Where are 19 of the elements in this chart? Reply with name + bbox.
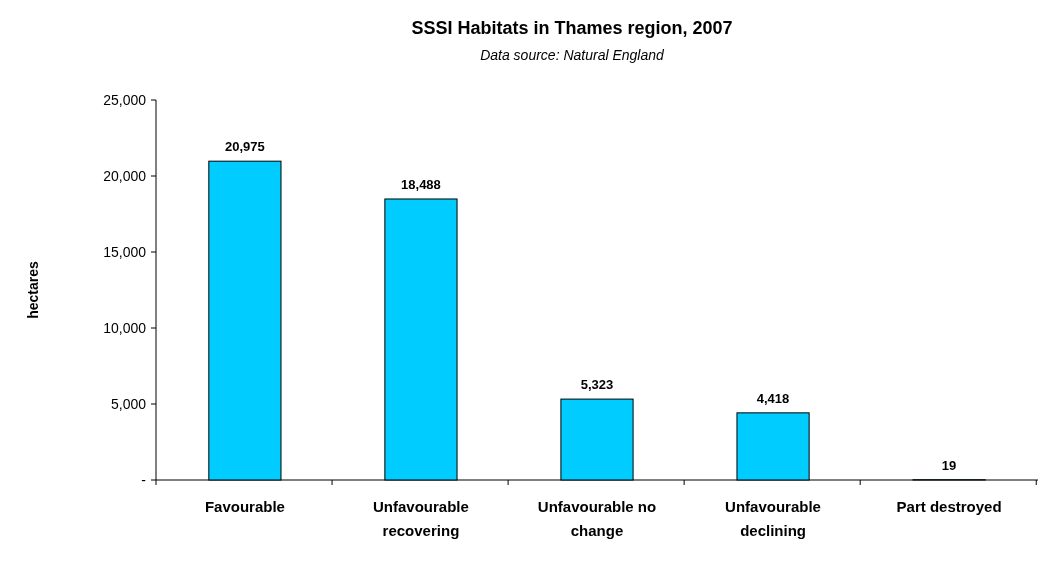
x-tick-label: Unfavourable declining [725,498,821,539]
chart-title: SSSI Habitats in Thames region, 2007 [411,18,733,38]
x-tick-label: Favourable [204,498,285,515]
y-tick-label: - [141,471,147,488]
chart-subtitle: Data source: Natural England [480,47,666,63]
y-tick-label: 10,000 [103,319,147,336]
x-tick-label: Unfavourable no change [537,498,657,539]
y-tick-label: 5,000 [110,395,147,412]
data-label: 19 [941,457,957,473]
y-axis-title: hectares [25,260,41,319]
data-label: 4,418 [756,390,790,406]
y-tick-label: 15,000 [103,243,147,260]
data-label: 18,488 [401,176,441,192]
y-tick-label: 20,000 [103,167,147,184]
data-label: 5,323 [580,377,614,393]
y-tick-label: 25,000 [103,91,147,108]
data-label: 20,975 [225,139,265,155]
x-tick-label: Unfavourable recovering [373,498,469,539]
x-tick-label: Part destroyed [896,498,1002,515]
